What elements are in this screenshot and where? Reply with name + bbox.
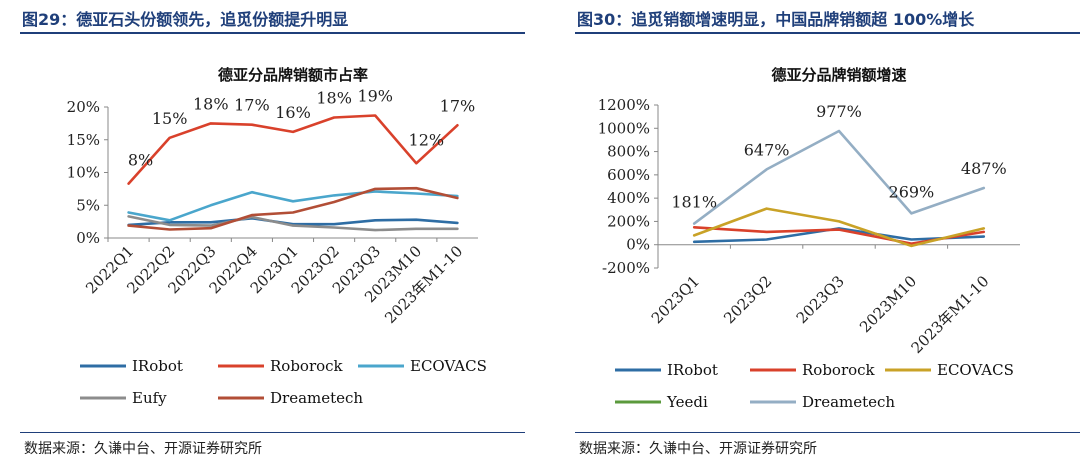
y-tick-label: 0% [626,236,650,254]
data-label: 17% [234,96,270,115]
series-line-dreametech [127,186,459,231]
y-tick-label: 20% [67,98,100,116]
legend-label: Roborock [802,361,876,379]
market-share-chart: 德亚分品牌销额市占率0%5%10%15%20%2022Q12022Q22022Q… [67,66,487,407]
legend-label: ECOVACS [937,361,1014,379]
source-note: 数据来源：久谦中台、开源证券研究所 [24,441,262,457]
right-panel: 图30：追觅销额增速明显，中国品牌销额超 100%增长 德亚分品牌销额增速 -20… [555,0,1080,464]
source-note: 数据来源：久谦中台、开源证券研究所 [579,441,817,457]
data-label: 16% [275,103,311,122]
series-line-ecovacs [692,207,986,248]
figure-title: 图29：德亚石头份额领先，追觅份额提升明显 [22,10,349,29]
data-label: 487% [961,159,1007,178]
legend-label: Yeedi [666,393,708,411]
y-tick-label: 400% [607,189,650,207]
x-tick-label: 2023Q1 [648,272,703,327]
x-tick-label: 2023年M1-10 [908,272,993,357]
data-label: 18% [193,94,229,113]
legend-label: ECOVACS [410,357,487,375]
x-tick-label: 2023Q3 [793,272,848,327]
series-line-ecovacs [127,190,459,222]
data-label: 17% [440,96,476,115]
legend-label: Eufy [132,389,167,407]
source-rule [575,432,1080,433]
chart-title: 德亚分品牌销额市占率 [218,66,368,84]
series-line-dreametech [692,129,986,225]
data-label: 181% [671,193,717,212]
y-tick-label: 600% [607,166,650,184]
y-tick-label: 5% [76,196,100,214]
y-tick-label: 15% [67,131,100,149]
legend-label: Dreametech [802,393,895,411]
title-rule [575,32,1080,34]
legend-label: IRobot [667,361,718,379]
x-tick-label: 2023Q2 [720,272,775,327]
series-line-roborock [127,114,459,185]
chart-title: 德亚分品牌销额增速 [771,66,906,84]
y-tick-label: 1000% [598,119,650,137]
legend-label: Dreametech [270,389,363,407]
data-label: 8% [128,151,153,170]
data-label: 977% [816,102,862,121]
left-panel: 图29：德亚石头份额领先，追觅份额提升明显 德亚分品牌销额市占率 0% 5% 10% 1… [0,0,525,464]
y-tick-label: 1200% [598,96,650,114]
x-tick-label: 2023M10 [856,272,920,336]
y-tick-label: 10% [67,164,100,182]
title-rule [20,32,525,34]
growth-chart: 德亚分品牌销额增速 -200% 0% 200% 400% 600% 800% 1000% 120… [598,66,1020,411]
y-tick-label: 200% [607,212,650,230]
data-label: 18% [316,88,352,107]
series-line-irobot [127,217,459,227]
figure-title: 图30：追觅销额增速明显，中国品牌销额超 100%增长 [577,10,975,29]
data-label: 269% [889,182,935,201]
data-label: 19% [357,87,393,106]
legend-label: IRobot [132,357,183,375]
data-label: 12% [409,130,445,149]
series-line-eufy [127,215,459,232]
data-label: 15% [152,109,188,128]
legend-label: Roborock [270,357,344,375]
y-tick-label: 800% [607,143,650,161]
y-tick-label: -200% [602,259,650,277]
data-label: 647% [744,140,790,159]
source-rule [20,432,525,433]
y-tick-label: 0% [76,229,100,247]
